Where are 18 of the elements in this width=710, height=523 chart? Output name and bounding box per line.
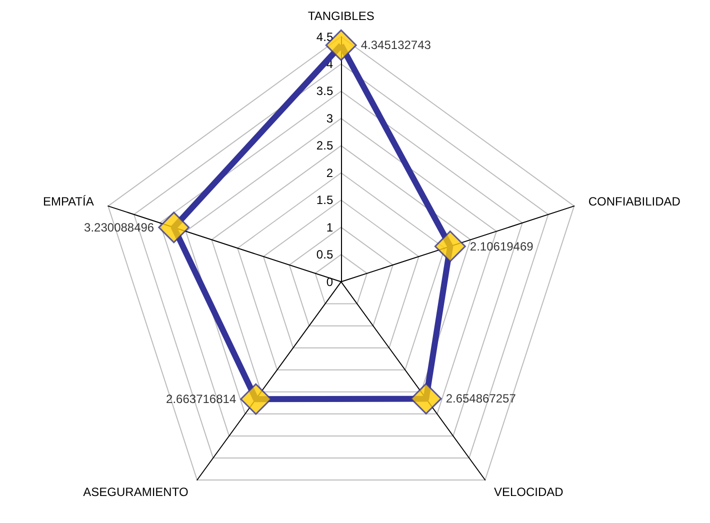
spoke-label: CONFIABILIDAD xyxy=(588,194,681,208)
spoke-label: ASEGURAMIENTO xyxy=(83,485,188,500)
y-tick-label: 1 xyxy=(326,220,334,234)
data-label: 2.654867257 xyxy=(446,392,516,406)
data-label: 2.663716814 xyxy=(166,392,236,406)
y-tick-label: 2 xyxy=(326,166,334,180)
spoke-label: TANGIBLES xyxy=(308,8,374,23)
data-label: 2.10619469 xyxy=(470,239,534,254)
y-tick-label: 0.5 xyxy=(316,248,334,262)
y-tick-label: 4.5 xyxy=(316,30,334,44)
y-tick-label: 2.5 xyxy=(316,138,334,153)
spoke-label: EMPATÍA xyxy=(42,194,94,208)
spoke-label: VELOCIDAD xyxy=(494,485,564,500)
y-tick-label: 3 xyxy=(326,111,334,126)
y-tick-label: 3.5 xyxy=(316,84,334,98)
y-tick-label: 1.5 xyxy=(316,193,334,208)
data-label: 4.345132743 xyxy=(360,38,432,52)
data-label: 3.230088496 xyxy=(84,220,154,234)
